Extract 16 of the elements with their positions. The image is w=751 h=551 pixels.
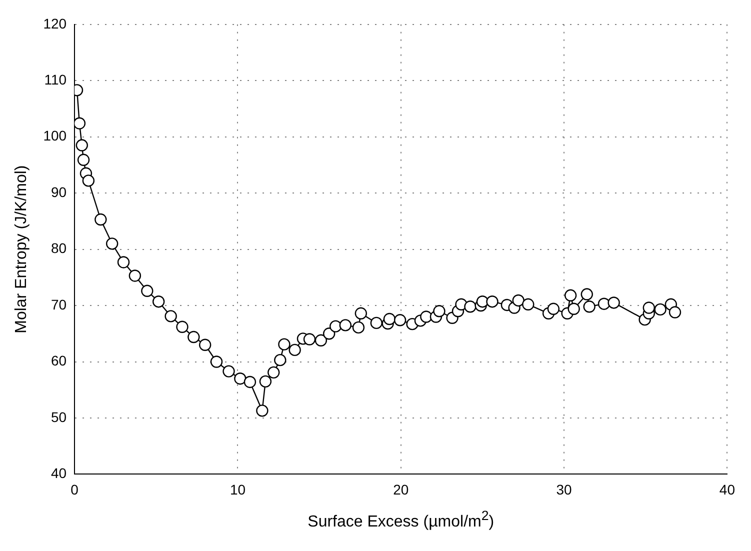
x-tick-label: 20 xyxy=(393,481,409,498)
y-tick-label: 50 xyxy=(50,408,67,425)
x-tick-label: 40 xyxy=(719,481,736,498)
y-tick-label: 80 xyxy=(50,240,67,256)
x-axis-title: Surface Excess (µmol/m$^{2}$) xyxy=(308,508,494,532)
y-tick-label: 110 xyxy=(44,71,67,88)
y-tick-label: 100 xyxy=(43,128,67,144)
y-tick-label: 60 xyxy=(50,352,67,369)
y-axis-title: Molar Entropy (J/K/mol) xyxy=(13,165,30,334)
x-tick-label: 10 xyxy=(230,481,246,498)
y-tick-label: 120 xyxy=(43,15,67,32)
x-tick-label: 30 xyxy=(556,481,572,498)
y-tick-label: 40 xyxy=(50,465,67,482)
y-tick-label: 90 xyxy=(50,184,67,200)
y-tick-label: 70 xyxy=(50,296,67,312)
x-tick-label: 0 xyxy=(70,481,79,498)
